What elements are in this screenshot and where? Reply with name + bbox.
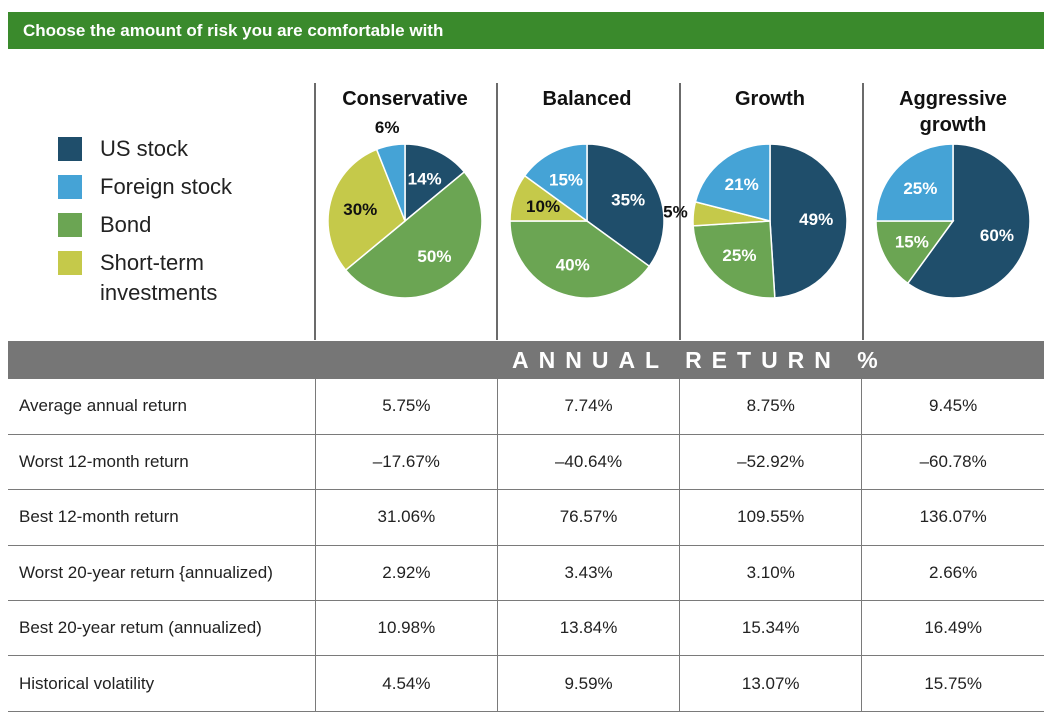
- pie-label-foreign-stock: 15%: [549, 170, 583, 189]
- cell-balanced: 76.57%: [497, 489, 681, 546]
- legend-swatch-bond: [58, 213, 82, 237]
- legend-swatch-us-stock: [58, 137, 82, 161]
- pie-title-aggressive-line1: Aggressive: [899, 88, 1007, 110]
- pie-label-us-stock: 60%: [980, 226, 1014, 245]
- cell-aggressive-growth: –60.78%: [861, 434, 1044, 491]
- cell-aggressive-growth: 2.66%: [861, 545, 1044, 602]
- legend-label-foreign-stock: Foreign stock: [100, 174, 233, 199]
- legend-swatch-short-term: [58, 251, 82, 275]
- pie-label-bond: 25%: [722, 246, 756, 265]
- pie-label-foreign-stock: 21%: [725, 175, 759, 194]
- legend-label-short-term: Short-term investments: [100, 248, 217, 308]
- annual-return-band: ANNUAL RETURN %: [8, 341, 1044, 379]
- pie-label-bond: 15%: [895, 232, 929, 251]
- table-row: Best 20-year retum (annualized) 10.98% 1…: [8, 600, 1044, 657]
- legend-label-short-term-line2: investments: [100, 280, 218, 305]
- cell-conservative: 2.92%: [315, 545, 498, 602]
- pie-slice-short-term-investments: [327, 148, 406, 272]
- pie-label-bond: 40%: [556, 255, 590, 274]
- column-divider: [862, 83, 864, 340]
- cell-balanced: 3.43%: [497, 545, 681, 602]
- pie-slice-us-stock: [586, 143, 665, 268]
- row-label: Worst 20-year return {annualized): [8, 545, 316, 602]
- pie-label-us-stock: 35%: [611, 191, 645, 210]
- pie-label-short-term-investments: 10%: [526, 197, 560, 216]
- cell-growth: 8.75%: [679, 379, 863, 435]
- pie-slice-bond: [509, 220, 651, 299]
- pie-slice-foreign-stock: [875, 143, 954, 222]
- cell-aggressive-growth: 15.75%: [861, 655, 1044, 712]
- cell-conservative: –17.67%: [315, 434, 498, 491]
- row-label: Best 12-month return: [8, 489, 316, 546]
- pie-title-aggressive-line2: growth: [919, 114, 987, 136]
- cell-balanced: –40.64%: [497, 434, 681, 491]
- pie-label-foreign-stock: 6%: [375, 118, 400, 137]
- cell-conservative: 5.75%: [315, 379, 498, 435]
- cell-aggressive-growth: 16.49%: [861, 600, 1044, 657]
- pie-slice-foreign-stock: [375, 143, 406, 222]
- pie-label-short-term-investments: 30%: [343, 200, 377, 219]
- pie-label-foreign-stock: 25%: [903, 179, 937, 198]
- pie-title-conservative: Conservative: [342, 88, 468, 110]
- pie-slice-us-stock: [769, 143, 848, 299]
- cell-growth: 3.10%: [679, 545, 863, 602]
- pie-title-growth: Growth: [735, 88, 805, 110]
- table-row: Best 12-month return 31.06% 76.57% 109.5…: [8, 489, 1044, 546]
- pie-slice-bond: [875, 220, 955, 285]
- pie-label-us-stock: 49%: [799, 210, 833, 229]
- pie-label-short-term-investments: 5%: [663, 203, 688, 222]
- legend-label-short-term-line1: Short-term: [100, 250, 204, 275]
- pie-chart-balanced: 35% 40% 10% 15%: [509, 143, 665, 299]
- pie-chart-conservative: 14% 50% 30% 6%: [327, 118, 483, 299]
- table-row: Average annual return 5.75% 7.74% 8.75% …: [8, 379, 1044, 435]
- pie-chart-aggressive-growth: 60% 15% 25%: [875, 143, 1031, 299]
- legend-label-us-stock: US stock: [100, 136, 189, 161]
- pie-slice-us-stock: [906, 143, 1031, 299]
- cell-balanced: 13.84%: [497, 600, 681, 657]
- pie-label-us-stock: 14%: [408, 170, 442, 189]
- column-divider: [679, 83, 681, 340]
- row-label: Best 20-year retum (annualized): [8, 600, 316, 657]
- table-row: Worst 20-year return {annualized) 2.92% …: [8, 545, 1044, 602]
- row-label: Historical volatility: [8, 655, 316, 712]
- cell-balanced: 9.59%: [497, 655, 681, 712]
- cell-growth: –52.92%: [679, 434, 863, 491]
- cell-growth: 13.07%: [679, 655, 863, 712]
- pie-slice-bond: [692, 220, 776, 299]
- pie-slice-foreign-stock: [523, 143, 588, 223]
- cell-growth: 109.55%: [679, 489, 863, 546]
- pie-title-balanced: Balanced: [542, 88, 632, 110]
- pie-slice-bond: [344, 170, 483, 299]
- column-divider: [314, 83, 316, 340]
- cell-aggressive-growth: 9.45%: [861, 379, 1044, 435]
- pie-chart-growth: 49% 25% 5% 21%: [663, 143, 848, 299]
- pie-slice-foreign-stock: [694, 143, 771, 222]
- header-title: Choose the amount of risk you are comfor…: [8, 12, 1044, 49]
- table-row: Worst 12-month return –17.67% –40.64% –5…: [8, 434, 1044, 491]
- cell-growth: 15.34%: [679, 600, 863, 657]
- pie-slice-us-stock: [404, 143, 466, 223]
- row-label: Worst 12-month return: [8, 434, 316, 491]
- pie-title-aggressive-growth: Aggressive growth: [863, 86, 1043, 138]
- legend-swatch-foreign-stock: [58, 175, 82, 199]
- annual-return-heading: ANNUAL RETURN %: [512, 347, 888, 373]
- cell-conservative: 31.06%: [315, 489, 498, 546]
- cell-aggressive-growth: 136.07%: [861, 489, 1044, 546]
- cell-conservative: 4.54%: [315, 655, 498, 712]
- legend-label-bond: Bond: [100, 212, 152, 237]
- cell-conservative: 10.98%: [315, 600, 498, 657]
- row-label: Average annual return: [8, 379, 316, 435]
- cell-balanced: 7.74%: [497, 379, 681, 435]
- table-row: Historical volatility 4.54% 9.59% 13.07%…: [8, 655, 1044, 712]
- column-divider: [496, 83, 498, 340]
- returns-table: Average annual return 5.75% 7.74% 8.75% …: [8, 379, 1044, 712]
- pie-label-bond: 50%: [417, 247, 451, 266]
